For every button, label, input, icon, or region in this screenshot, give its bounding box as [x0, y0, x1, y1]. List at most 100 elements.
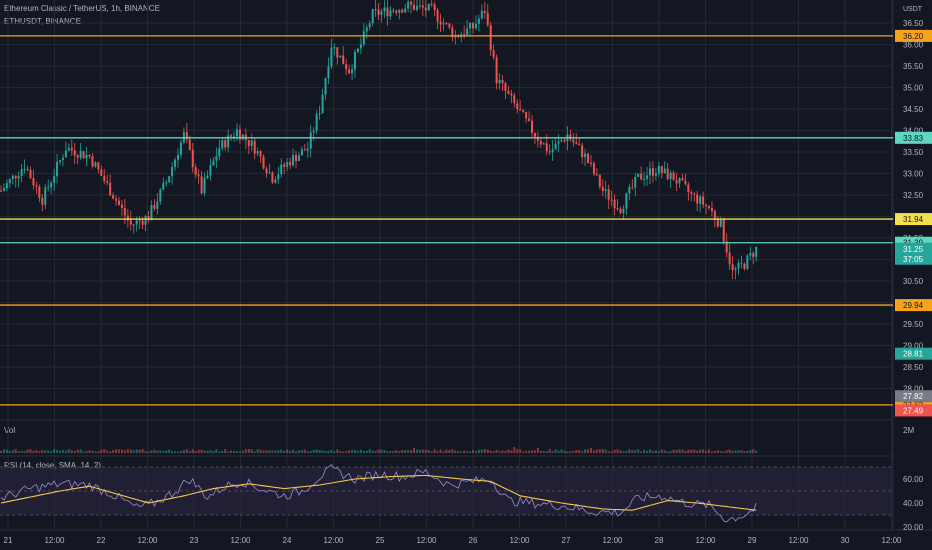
candle-body	[177, 155, 179, 160]
candle-body	[755, 246, 758, 257]
candle-body	[445, 23, 448, 25]
volume-bar	[41, 449, 44, 453]
volume-bar	[345, 451, 348, 453]
candle-body	[560, 140, 563, 142]
candle-body	[681, 177, 684, 181]
volume-bar	[94, 451, 97, 453]
volume-bar	[415, 449, 418, 453]
candle-body	[696, 194, 699, 204]
volume-bar	[592, 450, 595, 453]
candle-body	[646, 175, 649, 179]
volume-bar	[212, 451, 215, 453]
candle-body	[138, 220, 141, 222]
candle-body	[392, 10, 395, 12]
volume-bar	[669, 451, 672, 453]
candle-body	[684, 180, 687, 185]
candle-body	[274, 179, 277, 183]
level-badge	[895, 131, 932, 144]
volume-bar	[457, 451, 460, 453]
candle-body	[569, 134, 572, 140]
volume-bar	[702, 449, 705, 453]
candle-body	[109, 182, 112, 196]
volume-bar	[743, 451, 746, 453]
price-badge	[895, 404, 932, 417]
candle-body	[415, 5, 418, 10]
candle-body	[702, 196, 705, 205]
price-tick-label: 34.00	[903, 127, 924, 136]
candle-body	[672, 172, 675, 181]
volume-bar	[274, 450, 277, 453]
price-label: 28.81	[903, 350, 924, 359]
volume-bar	[610, 451, 613, 453]
candle-body	[501, 79, 504, 84]
volume-bar	[17, 451, 20, 453]
candle-body	[73, 150, 76, 156]
candle-body	[628, 187, 631, 194]
volume-bar	[522, 451, 525, 453]
volume-bar	[660, 449, 663, 453]
volume-bar	[392, 451, 395, 453]
candle-body	[740, 262, 743, 264]
candle-body	[410, 1, 413, 5]
candle-body	[247, 139, 250, 146]
volume-bar	[61, 449, 64, 453]
candle-body	[705, 204, 708, 206]
level-label: 33.83	[903, 134, 924, 143]
candle-body	[563, 140, 566, 142]
candle-body	[533, 133, 536, 137]
volume-bar	[32, 450, 35, 453]
volume-bar	[120, 449, 123, 453]
volume-bar	[300, 450, 303, 453]
volume-bar	[165, 450, 168, 453]
volume-bar	[250, 449, 253, 453]
volume-bar	[637, 449, 640, 453]
time-tick-label: 23	[190, 536, 199, 545]
price-axis: 36.50 36.00 35.50 35.00 34.50 34.00 33.50 33.00…	[895, 6, 932, 532]
candle-body	[749, 253, 752, 256]
volume-bar	[519, 449, 522, 453]
volume-bar	[162, 451, 165, 453]
volume-bar	[280, 449, 283, 453]
candle-body	[510, 93, 513, 96]
candle-body	[256, 151, 259, 154]
candle-body	[430, 3, 433, 5]
volume-bar	[168, 449, 171, 453]
price-tick-label: 33.50	[903, 148, 924, 157]
volume-bar	[88, 450, 91, 453]
volume-bar	[182, 449, 185, 453]
candle-body	[598, 174, 601, 187]
candle-body	[619, 208, 622, 214]
candle-body	[44, 187, 47, 205]
candle-body	[120, 204, 123, 209]
candle-body	[486, 12, 489, 26]
candle-body	[345, 64, 348, 70]
volume-bar	[690, 449, 693, 453]
candle-body	[53, 176, 56, 183]
candle-body	[710, 208, 713, 212]
price-tick-label: 35.00	[903, 84, 924, 93]
candle-body	[351, 69, 354, 74]
candle-body	[20, 169, 23, 176]
candle-body	[578, 143, 581, 146]
price-tick-label: 32.50	[903, 191, 924, 200]
candle-body	[230, 135, 233, 137]
volume-bar	[752, 449, 755, 453]
volume-bar	[445, 449, 448, 453]
candle-body	[368, 23, 371, 28]
price-tick-label: 34.50	[903, 105, 924, 114]
candle-body	[280, 164, 283, 175]
grid	[0, 0, 932, 531]
volume-bar	[2, 449, 5, 453]
candle-body	[631, 187, 634, 189]
candle-body	[354, 51, 356, 70]
candle-body	[0, 190, 2, 192]
horizontal-levels	[0, 35, 893, 406]
volume-bar	[247, 449, 250, 453]
candle-body	[380, 11, 383, 15]
volume-bar	[256, 449, 259, 453]
candle-body	[743, 263, 746, 269]
volume-bar	[371, 450, 374, 453]
volume-bar	[719, 451, 722, 453]
candle-body	[171, 166, 174, 177]
